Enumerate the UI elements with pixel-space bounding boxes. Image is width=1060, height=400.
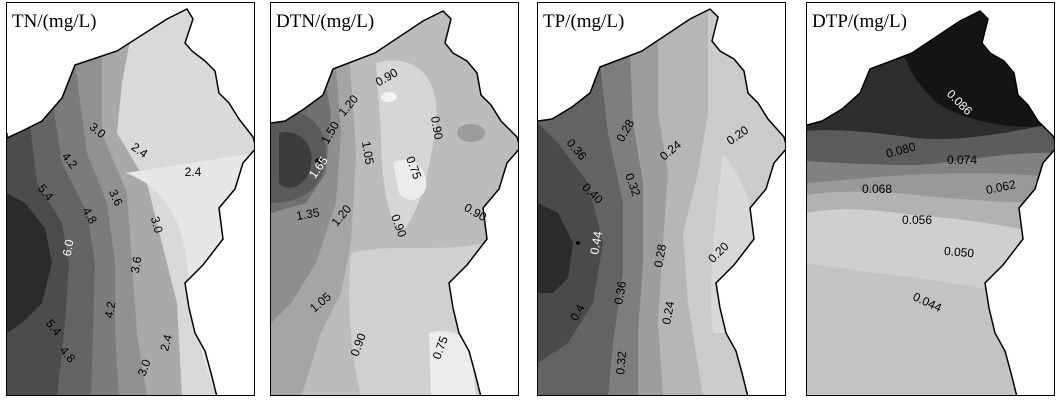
contour-map-tp: 0.280.240.200.360.320.400.440.28 0.200.36… bbox=[538, 3, 786, 396]
panel-title-tp: TP/(mg/L) bbox=[543, 11, 624, 33]
contour-map-tn: 3.02.42.44.23.65.44.8 3.06.03.64.25.42.44… bbox=[7, 3, 255, 396]
panel-title-tn: TN/(mg/L) bbox=[12, 11, 96, 33]
panel-title-dtn: DTN/(mg/L) bbox=[276, 11, 374, 33]
contour-map-dtn: 0.901.201.501.050.901.65 0.751.35 1.20 0.90… bbox=[271, 3, 519, 396]
map-panel-tn: 3.0 2.4 2.4 4.2 3.6 5.4 4.8 3.0 6.0 3.6 4.2 5.4 2.4 4… bbox=[6, 2, 255, 396]
contour-label: 0.32 bbox=[613, 350, 629, 375]
contour-label: 6.0 bbox=[60, 238, 77, 257]
contour-label: 0.056 bbox=[902, 213, 932, 227]
panel-title-dtp: DTP/(mg/L) bbox=[812, 11, 907, 33]
contour-label: 4.2 bbox=[102, 300, 119, 319]
contour-label: 0.068 bbox=[862, 182, 892, 196]
map-panel-dtn: 0.90 1.20 1.50 1.05 0.90 1.65 0.75 1.35 1.20 0.90… bbox=[270, 2, 519, 396]
contour-label: 2.4 bbox=[185, 165, 202, 179]
contour-label: 0.074 bbox=[947, 153, 977, 167]
map-panel-tp: 0.28 0.24 0.20 0.36 0.32 0.40 0.44 0.28 0.20 0.36… bbox=[537, 2, 786, 396]
contour-label: 3.6 bbox=[128, 255, 145, 274]
map-panel-dtp: 0.086 0.080 0.074 0.068 0.062 0.056 0.050 0.044… bbox=[806, 2, 1055, 396]
contour-label: 0.050 bbox=[944, 244, 975, 261]
